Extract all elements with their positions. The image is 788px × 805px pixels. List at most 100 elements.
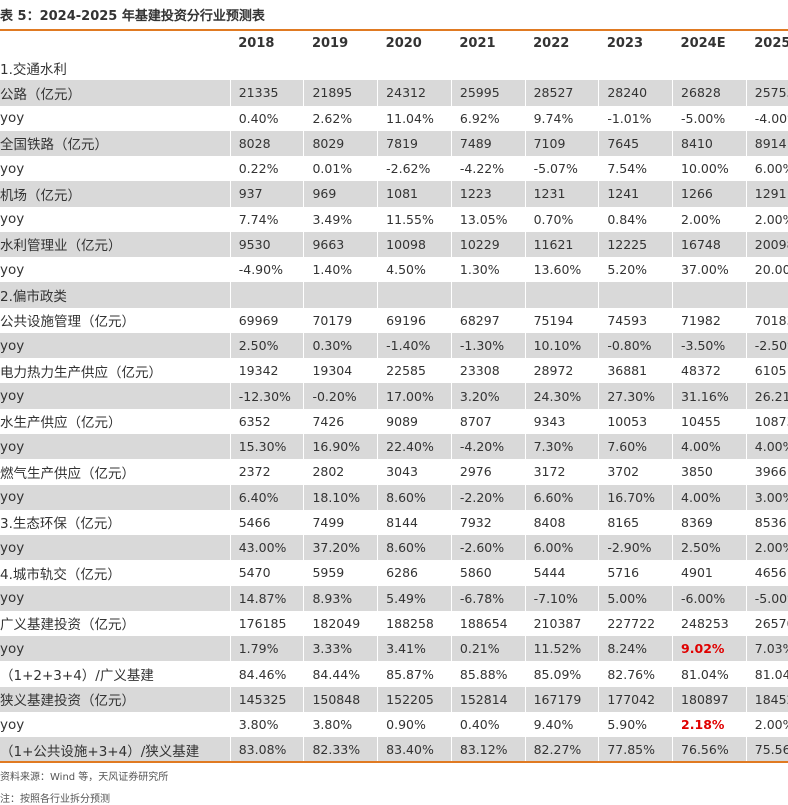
value-cell: 4.00% bbox=[745, 433, 788, 460]
value-cell: 20.00% bbox=[745, 257, 788, 283]
value-cell: 176185 bbox=[229, 610, 304, 637]
row-label: yoy bbox=[0, 156, 231, 182]
table-row: 电力热力生产供应（亿元） 19342 19304 22585 23308 28972 368… bbox=[0, 358, 788, 384]
value-cell: 3702 bbox=[598, 459, 673, 485]
value-cell: 24.30% bbox=[524, 383, 599, 409]
forecast-table: 2018 2019 2020 2021 2022 2023 2024E 2025E 1.交通水… bbox=[0, 31, 788, 763]
value-cell: 152205 bbox=[377, 686, 452, 712]
value-cell: 2.00% bbox=[745, 535, 788, 561]
value-cell: 84.44% bbox=[303, 661, 378, 687]
table-body: 1.交通水利 公路（亿元） 21335 21895 24312 25995 28527 282… bbox=[0, 55, 788, 763]
value-cell: 16748 bbox=[672, 231, 747, 258]
value-cell bbox=[303, 55, 378, 81]
row-label: 3.生态环保（亿元） bbox=[0, 509, 231, 536]
value-cell: 3.33% bbox=[303, 636, 378, 662]
value-cell: 23308 bbox=[450, 358, 526, 384]
table-title: 表 5：2024-2025 年基建投资分行业预测表 bbox=[0, 9, 265, 24]
value-cell: 82.76% bbox=[598, 661, 673, 687]
row-label: yoy bbox=[0, 711, 231, 738]
value-cell: 7.54% bbox=[598, 156, 673, 182]
value-cell: 0.84% bbox=[598, 206, 673, 232]
value-cell: 10.00% bbox=[672, 156, 747, 182]
table-row: 1.交通水利 bbox=[0, 55, 788, 81]
value-cell: 77.85% bbox=[598, 737, 673, 763]
value-cell: 6352 bbox=[229, 408, 304, 434]
value-cell: 8144 bbox=[377, 509, 452, 536]
value-cell: -7.10% bbox=[524, 585, 599, 611]
value-cell: 188258 bbox=[377, 610, 452, 637]
table-row: yoy 43.00% 37.20% 8.60% -2.60% 6.00% -2.90% 2.5… bbox=[0, 535, 788, 561]
footnote: 注：按照各行业拆分预测 bbox=[0, 794, 110, 805]
value-cell: 10229 bbox=[450, 231, 526, 258]
value-cell: 7489 bbox=[450, 130, 526, 157]
value-cell: 14.87% bbox=[229, 585, 304, 611]
row-label: yoy bbox=[0, 206, 231, 232]
value-cell bbox=[377, 282, 452, 308]
value-cell: 184520 bbox=[745, 686, 788, 712]
value-cell: 0.40% bbox=[450, 711, 526, 738]
year-header-cell: 2019 bbox=[311, 35, 349, 51]
value-cell: 177042 bbox=[598, 686, 673, 712]
value-cell: 84.46% bbox=[229, 661, 304, 687]
year-header-cell: 2024E bbox=[680, 35, 726, 51]
value-cell: 8914 bbox=[745, 130, 788, 157]
value-cell: 85.09% bbox=[524, 661, 599, 687]
row-label: yoy bbox=[0, 383, 231, 409]
value-cell: 3850 bbox=[672, 459, 747, 485]
value-cell: 68297 bbox=[450, 307, 526, 333]
value-cell: -1.40% bbox=[377, 332, 452, 359]
row-label: 4.城市轨交（亿元） bbox=[0, 560, 231, 586]
value-cell: 4656 bbox=[745, 560, 788, 586]
table-bottom-rule bbox=[0, 761, 788, 763]
table-row: yoy 7.74% 3.49% 11.55% 13.05% 0.70% 0.84% 2.00%… bbox=[0, 206, 788, 232]
value-cell: 8029 bbox=[303, 130, 378, 157]
value-cell: 248253 bbox=[672, 610, 747, 637]
value-cell: 4.00% bbox=[672, 484, 747, 510]
value-cell: 5466 bbox=[229, 509, 304, 536]
value-cell: 5.20% bbox=[598, 257, 673, 283]
value-cell: 0.40% bbox=[229, 105, 304, 131]
year-header-cell: 2021 bbox=[459, 35, 496, 51]
value-cell: 9663 bbox=[303, 231, 378, 258]
value-cell: 11.55% bbox=[377, 206, 452, 232]
value-cell: 13.05% bbox=[450, 206, 526, 232]
value-cell bbox=[524, 55, 599, 81]
value-cell: 5.49% bbox=[377, 585, 452, 611]
value-cell: 7109 bbox=[524, 130, 599, 157]
value-cell: 61051 bbox=[745, 358, 788, 384]
value-cell: 0.90% bbox=[377, 711, 452, 738]
value-cell: 180897 bbox=[672, 686, 747, 712]
value-cell: 13.60% bbox=[524, 257, 599, 283]
value-cell: -2.62% bbox=[377, 156, 452, 182]
value-cell: 19304 bbox=[303, 358, 378, 384]
table-row: yoy 15.30% 16.90% 22.40% -4.20% 7.30% 7.60% 4.0… bbox=[0, 433, 788, 460]
row-label: yoy bbox=[0, 535, 231, 561]
table-row: yoy -12.30% -0.20% 17.00% 3.20% 24.30% 27.30% 3… bbox=[0, 383, 788, 409]
value-cell: 15.30% bbox=[229, 433, 304, 460]
value-cell: 5470 bbox=[229, 560, 304, 586]
value-cell: 0.30% bbox=[303, 332, 378, 359]
value-cell: -6.00% bbox=[672, 585, 747, 611]
value-cell: 1266 bbox=[672, 181, 747, 207]
value-cell: 9.74% bbox=[524, 105, 599, 131]
source-note: 资料来源：Wind 等，天风证券研究所 bbox=[0, 772, 169, 783]
value-cell: 4.50% bbox=[377, 257, 452, 283]
value-cell: 1231 bbox=[524, 181, 599, 207]
value-cell: 2802 bbox=[303, 459, 378, 485]
row-label: 水利管理业（亿元） bbox=[0, 231, 231, 258]
value-cell: 21895 bbox=[303, 80, 378, 106]
value-cell: 31.16% bbox=[672, 383, 747, 409]
value-cell: 3966 bbox=[745, 459, 788, 485]
value-cell: 8410 bbox=[672, 130, 747, 157]
value-cell: -4.90% bbox=[229, 257, 304, 283]
value-cell: 227722 bbox=[598, 610, 673, 637]
value-cell: 83.12% bbox=[450, 737, 526, 763]
value-cell: 5860 bbox=[450, 560, 526, 586]
value-cell: 8536 bbox=[745, 509, 788, 536]
value-cell: 6.00% bbox=[524, 535, 599, 561]
year-header-cell: 2023 bbox=[606, 35, 644, 51]
value-cell: 9343 bbox=[524, 408, 599, 434]
value-cell: -12.30% bbox=[229, 383, 304, 409]
value-cell: 3043 bbox=[377, 459, 452, 485]
year-header-cell: 2018 bbox=[238, 35, 275, 51]
